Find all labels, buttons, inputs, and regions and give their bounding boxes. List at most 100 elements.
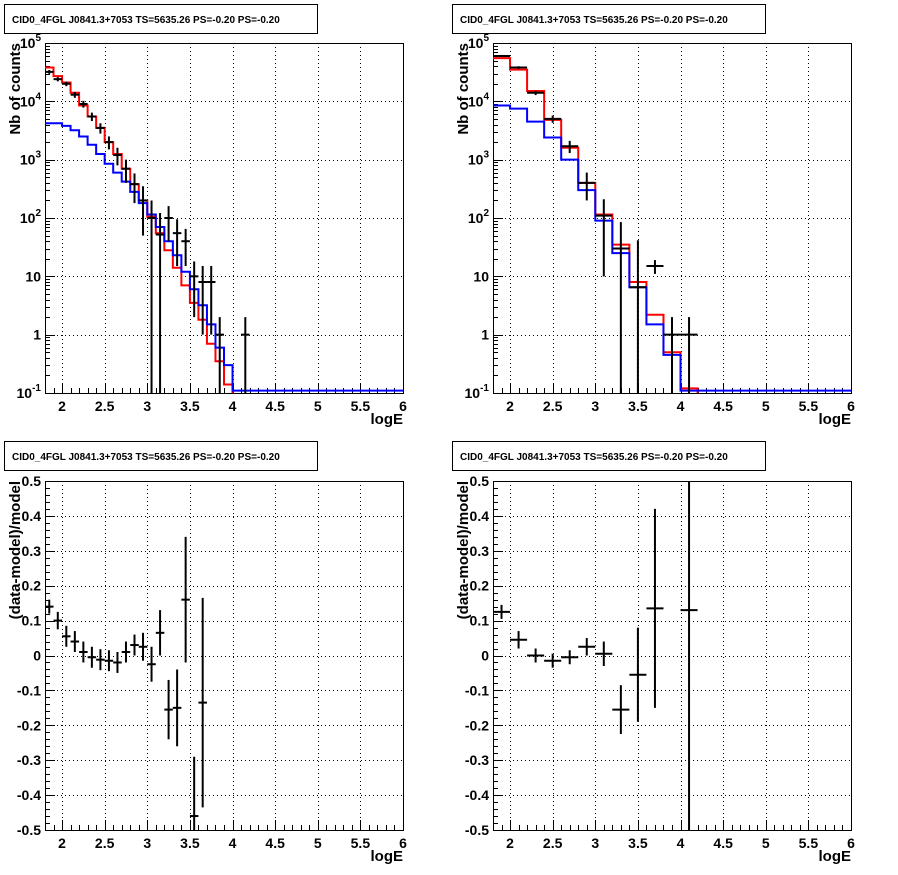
data-point xyxy=(646,260,664,274)
data-point xyxy=(595,641,613,666)
data-point xyxy=(493,54,511,58)
y-axis-label: (data-model)/model xyxy=(455,481,472,619)
y-tick-label: -0.5 xyxy=(17,822,41,838)
data-point xyxy=(70,631,80,653)
grid-lines xyxy=(493,481,851,830)
data-point xyxy=(121,159,131,183)
x-tick-label: 3.5 xyxy=(628,398,648,414)
y-tick-label: 0 xyxy=(33,648,41,664)
y-tick-label: 102 xyxy=(20,208,42,226)
data-point xyxy=(79,641,88,663)
data-point xyxy=(578,172,596,201)
x-tick-label: 2 xyxy=(506,398,514,414)
data-point xyxy=(629,240,647,393)
data-point xyxy=(181,536,190,663)
chart-panel-2: CID0_4FGL J0841.3+7053 TS=5635.26 PS=-0.… xyxy=(452,4,855,428)
x-tick-label: 3.5 xyxy=(180,835,200,851)
y-tick-label: 0.4 xyxy=(470,508,490,524)
data-point xyxy=(181,228,190,267)
x-axis-label: logE xyxy=(371,848,404,865)
x-tick-label: 4 xyxy=(229,835,237,851)
y-axis-ticks xyxy=(45,481,55,831)
y-axis-ticks xyxy=(493,481,503,831)
x-tick-label: 3 xyxy=(143,398,151,414)
data-point xyxy=(198,266,207,335)
chart-title-box xyxy=(4,4,318,34)
x-tick-label: 5.5 xyxy=(351,398,371,414)
chart-data xyxy=(493,54,851,393)
y-tick-label: 0.2 xyxy=(22,578,42,594)
x-tick-label: 2.5 xyxy=(543,398,563,414)
y-tick-label: -0.3 xyxy=(465,752,489,768)
y-tick-label: 10-1 xyxy=(17,383,42,401)
data-point xyxy=(79,100,88,108)
data-point xyxy=(53,611,63,630)
y-tick-label: 0.1 xyxy=(470,613,490,629)
x-tick-label: 4.5 xyxy=(713,398,733,414)
chart-panel-4: CID0_4FGL J0841.3+7053 TS=5635.26 PS=-0.… xyxy=(452,441,855,865)
data-point xyxy=(113,652,122,673)
y-tick-label: 102 xyxy=(468,208,490,226)
data-point xyxy=(189,261,199,318)
chart-title-box xyxy=(452,441,766,471)
y-tick-label: 0 xyxy=(481,648,489,664)
x-tick-label: 5 xyxy=(762,398,770,414)
y-axis-ticks xyxy=(45,43,55,394)
x-tick-label: 3.5 xyxy=(180,398,200,414)
data-point xyxy=(172,219,182,267)
chart-data xyxy=(45,536,207,830)
chart-data xyxy=(45,66,403,393)
data-point xyxy=(544,115,562,123)
y-tick-label: 0.3 xyxy=(470,543,490,559)
chart-panel-3: CID0_4FGL J0841.3+7053 TS=5635.26 PS=-0.… xyxy=(4,441,407,865)
data-point xyxy=(215,317,224,393)
y-tick-label: 104 xyxy=(468,91,490,109)
y-tick-label: 1 xyxy=(481,327,489,343)
data-point xyxy=(663,317,681,393)
data-point xyxy=(62,81,71,87)
data-point xyxy=(544,653,562,668)
x-tick-label: 5 xyxy=(314,835,322,851)
y-tick-label: 0.4 xyxy=(22,508,42,524)
x-tick-label: 4 xyxy=(677,398,685,414)
data-point xyxy=(147,200,156,393)
data-point xyxy=(70,91,80,98)
y-tick-label: -0.2 xyxy=(17,717,41,733)
x-axis-ticks xyxy=(45,820,404,830)
data-point xyxy=(130,634,139,656)
data-point xyxy=(561,140,579,154)
x-tick-label: 3 xyxy=(591,835,599,851)
y-tick-label: 1 xyxy=(33,327,41,343)
data-point xyxy=(527,648,545,663)
x-tick-label: 2 xyxy=(506,835,514,851)
x-tick-label: 4.5 xyxy=(713,835,733,851)
data-point xyxy=(155,610,165,656)
data-point xyxy=(138,186,148,236)
data-point xyxy=(87,112,97,122)
chart-title: CID0_4FGL J0841.3+7053 TS=5635.26 PS=-0.… xyxy=(460,15,728,26)
grid-lines xyxy=(45,481,403,830)
y-tick-label: 0.1 xyxy=(22,613,42,629)
x-tick-label: 2.5 xyxy=(543,835,563,851)
y-tick-label: -0.4 xyxy=(465,787,489,803)
data-point xyxy=(629,627,647,722)
data-point xyxy=(87,646,97,668)
x-tick-label: 5.5 xyxy=(351,835,371,851)
x-tick-label: 5 xyxy=(314,398,322,414)
x-tick-label: 5.5 xyxy=(799,398,819,414)
data-point xyxy=(198,597,207,808)
y-axis-ticks xyxy=(493,43,503,394)
y-tick-label: 0.5 xyxy=(22,473,42,489)
x-axis-label: logE xyxy=(819,411,852,428)
x-tick-label: 2 xyxy=(58,835,66,851)
data-point xyxy=(104,136,114,150)
data-point xyxy=(206,266,216,335)
y-tick-label: 0.2 xyxy=(470,578,490,594)
data-point xyxy=(96,123,105,134)
y-tick-label: -0.5 xyxy=(465,822,489,838)
x-axis-ticks xyxy=(493,820,852,830)
data-point xyxy=(189,756,199,830)
data-point xyxy=(527,90,545,96)
chart-title-box xyxy=(452,4,766,34)
